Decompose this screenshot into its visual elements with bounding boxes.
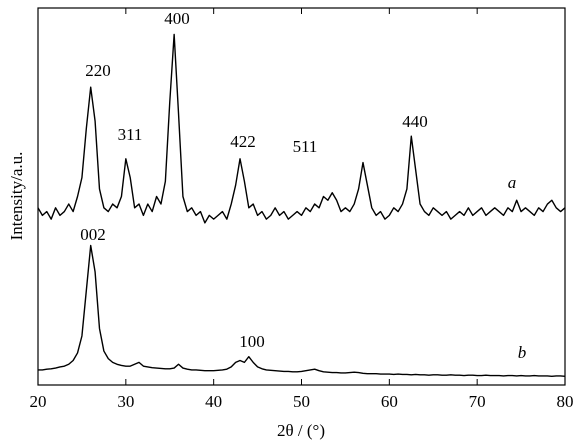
- plot-frame: [37, 7, 566, 386]
- x-axis-label: 2θ / (°): [277, 421, 325, 440]
- peak-label: 220: [85, 61, 111, 80]
- series-name: a: [508, 173, 517, 192]
- x-tick-label: 40: [205, 392, 222, 411]
- peak-label: 002: [80, 225, 106, 244]
- x-tick-label: 20: [30, 392, 47, 411]
- peak-label: 440: [402, 112, 428, 131]
- x-tick-label: 50: [293, 392, 310, 411]
- peak-label: 422: [230, 132, 256, 151]
- x-tick-label: 70: [469, 392, 486, 411]
- x-tick-label: 30: [117, 392, 134, 411]
- y-axis-label: Intensity/a.u.: [7, 152, 26, 241]
- x-tick-label: 80: [557, 392, 574, 411]
- x-tick-label: 60: [381, 392, 398, 411]
- peak-label: 311: [118, 125, 143, 144]
- peak-label: 511: [293, 137, 318, 156]
- series-line: [38, 244, 566, 378]
- peak-label: 100: [239, 332, 265, 351]
- series-name: b: [518, 343, 527, 362]
- series-line: [37, 33, 566, 224]
- peak-label: 400: [164, 9, 190, 28]
